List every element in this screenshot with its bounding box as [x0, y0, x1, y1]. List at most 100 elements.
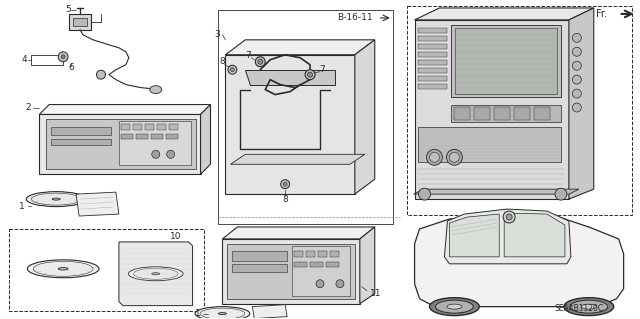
Bar [151, 134, 163, 139]
Ellipse shape [28, 260, 99, 278]
Text: 11: 11 [370, 289, 381, 298]
Ellipse shape [570, 300, 608, 313]
Bar [417, 84, 447, 89]
Text: 7: 7 [319, 65, 325, 74]
Polygon shape [444, 209, 571, 264]
Circle shape [572, 33, 581, 42]
Ellipse shape [429, 298, 479, 315]
Circle shape [152, 150, 160, 158]
Bar [417, 36, 447, 41]
Bar [494, 107, 510, 121]
Text: B-16-11: B-16-11 [337, 13, 372, 22]
Ellipse shape [581, 304, 596, 309]
Ellipse shape [200, 308, 245, 319]
Circle shape [308, 72, 312, 77]
Circle shape [426, 149, 442, 165]
Ellipse shape [218, 313, 227, 315]
Circle shape [449, 152, 460, 162]
Ellipse shape [195, 307, 250, 319]
Polygon shape [252, 305, 287, 319]
Polygon shape [569, 8, 594, 199]
Polygon shape [415, 214, 623, 307]
Circle shape [506, 214, 512, 220]
Bar [136, 134, 148, 139]
Polygon shape [119, 242, 193, 306]
Polygon shape [415, 20, 569, 199]
Circle shape [58, 52, 68, 62]
Polygon shape [223, 239, 360, 304]
Circle shape [429, 152, 440, 162]
Polygon shape [225, 55, 355, 194]
Bar [534, 107, 550, 121]
Bar [474, 107, 490, 121]
Bar [294, 251, 303, 257]
Ellipse shape [447, 304, 462, 309]
Bar [119, 122, 191, 165]
Bar [157, 124, 166, 130]
Circle shape [61, 55, 65, 59]
Polygon shape [39, 115, 200, 174]
Text: 10: 10 [170, 233, 181, 241]
Polygon shape [504, 213, 565, 257]
Bar [417, 68, 447, 73]
Bar [294, 262, 307, 267]
Circle shape [572, 61, 581, 70]
Bar [51, 127, 111, 135]
Circle shape [97, 70, 106, 79]
Polygon shape [449, 214, 499, 257]
Polygon shape [73, 18, 87, 26]
Polygon shape [245, 70, 335, 85]
Circle shape [419, 188, 431, 200]
Ellipse shape [133, 268, 178, 279]
Circle shape [255, 57, 265, 67]
Text: 1: 1 [195, 309, 200, 318]
Polygon shape [76, 192, 119, 216]
Polygon shape [69, 14, 91, 30]
Bar [166, 134, 178, 139]
Bar [417, 60, 447, 65]
Circle shape [447, 149, 462, 165]
Bar [169, 124, 178, 130]
Polygon shape [200, 105, 211, 174]
Text: Fr.: Fr. [596, 9, 607, 19]
Bar [232, 264, 287, 272]
Circle shape [572, 103, 581, 112]
Ellipse shape [150, 85, 162, 93]
Circle shape [258, 59, 263, 64]
Circle shape [281, 180, 290, 189]
Text: 5: 5 [65, 5, 71, 14]
Polygon shape [360, 227, 375, 304]
Text: 7: 7 [246, 51, 251, 60]
Ellipse shape [52, 198, 60, 200]
Polygon shape [223, 227, 375, 239]
Ellipse shape [152, 273, 160, 275]
Bar [514, 107, 530, 121]
Text: 3: 3 [214, 30, 220, 39]
Bar [417, 44, 447, 49]
Polygon shape [230, 154, 365, 164]
Circle shape [230, 68, 234, 72]
Ellipse shape [31, 193, 81, 205]
Text: 1: 1 [19, 202, 24, 211]
Circle shape [572, 89, 581, 98]
Ellipse shape [33, 261, 93, 276]
Bar [451, 105, 561, 122]
Circle shape [316, 280, 324, 288]
Bar [330, 251, 339, 257]
Bar [417, 76, 447, 81]
Polygon shape [225, 40, 375, 55]
Polygon shape [39, 105, 211, 115]
Circle shape [572, 75, 581, 84]
Circle shape [228, 65, 237, 74]
Bar [292, 246, 350, 296]
Bar [417, 28, 447, 33]
Polygon shape [415, 8, 594, 20]
Ellipse shape [564, 298, 614, 315]
Circle shape [336, 280, 344, 288]
Polygon shape [355, 40, 375, 194]
Bar [227, 244, 355, 299]
Bar [145, 124, 154, 130]
Bar [306, 251, 315, 257]
Text: 2: 2 [26, 103, 31, 112]
Ellipse shape [26, 192, 86, 207]
